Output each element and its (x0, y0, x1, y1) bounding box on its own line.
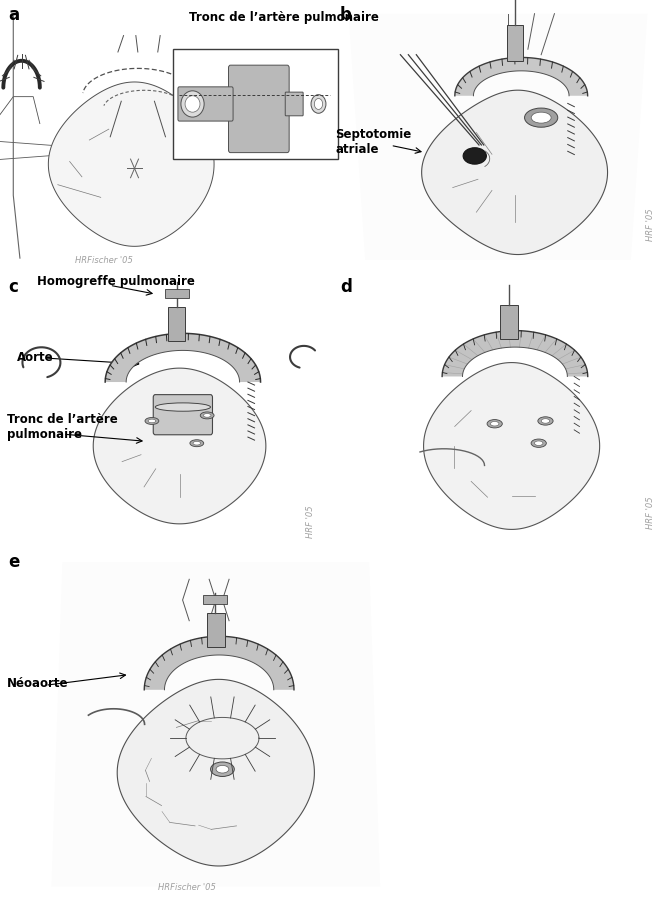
Ellipse shape (181, 91, 204, 118)
Text: c: c (8, 278, 18, 296)
Text: Néoaorte: Néoaorte (7, 677, 68, 690)
Text: HRFischer '05: HRFischer '05 (157, 883, 216, 893)
Ellipse shape (535, 441, 543, 446)
Bar (173, 49, 339, 159)
FancyBboxPatch shape (153, 395, 212, 435)
Bar (501, 305, 518, 339)
Polygon shape (48, 82, 214, 247)
Bar (207, 613, 224, 647)
Ellipse shape (463, 148, 487, 164)
Bar (203, 595, 227, 604)
Ellipse shape (487, 420, 502, 428)
Text: HRF '05: HRF '05 (306, 505, 315, 537)
Ellipse shape (155, 403, 210, 411)
Polygon shape (455, 57, 588, 96)
Ellipse shape (538, 417, 553, 425)
Ellipse shape (525, 108, 558, 127)
Text: HRFischer '05: HRFischer '05 (74, 256, 133, 265)
Ellipse shape (193, 441, 201, 445)
Text: a: a (8, 6, 19, 24)
Ellipse shape (531, 439, 546, 448)
Bar (168, 307, 185, 341)
Ellipse shape (185, 96, 200, 112)
Polygon shape (349, 13, 647, 260)
Text: Tronc de l’artère
pulmonaire: Tronc de l’artère pulmonaire (7, 413, 118, 441)
Text: e: e (8, 553, 19, 571)
Ellipse shape (311, 95, 326, 113)
Polygon shape (442, 331, 588, 377)
Polygon shape (424, 362, 600, 529)
FancyBboxPatch shape (286, 92, 303, 116)
FancyBboxPatch shape (178, 87, 233, 121)
Text: d: d (340, 278, 352, 296)
Polygon shape (52, 562, 380, 886)
Text: Homogreffe pulmonaire: Homogreffe pulmonaire (37, 275, 195, 288)
Ellipse shape (210, 762, 234, 777)
Text: Septotomie
atriale: Septotomie atriale (335, 127, 412, 156)
Ellipse shape (216, 765, 229, 773)
Polygon shape (144, 636, 294, 690)
Polygon shape (93, 368, 266, 524)
Ellipse shape (201, 412, 214, 419)
Polygon shape (422, 91, 608, 255)
Text: HRF '05: HRF '05 (646, 208, 655, 240)
Text: Tronc de l’artère pulmonaire: Tronc de l’artère pulmonaire (189, 11, 379, 23)
FancyBboxPatch shape (228, 65, 289, 152)
Ellipse shape (531, 112, 551, 123)
Polygon shape (118, 679, 315, 866)
Ellipse shape (491, 422, 499, 426)
Ellipse shape (314, 99, 323, 109)
Text: HRF '05: HRF '05 (646, 497, 655, 529)
Text: Aorte: Aorte (17, 352, 53, 364)
Polygon shape (105, 334, 260, 382)
Ellipse shape (541, 419, 550, 423)
Bar (165, 289, 189, 298)
Ellipse shape (148, 419, 156, 422)
Ellipse shape (203, 414, 211, 417)
Bar (507, 25, 523, 61)
Ellipse shape (145, 417, 159, 424)
Ellipse shape (190, 440, 204, 447)
Text: b: b (340, 6, 352, 24)
